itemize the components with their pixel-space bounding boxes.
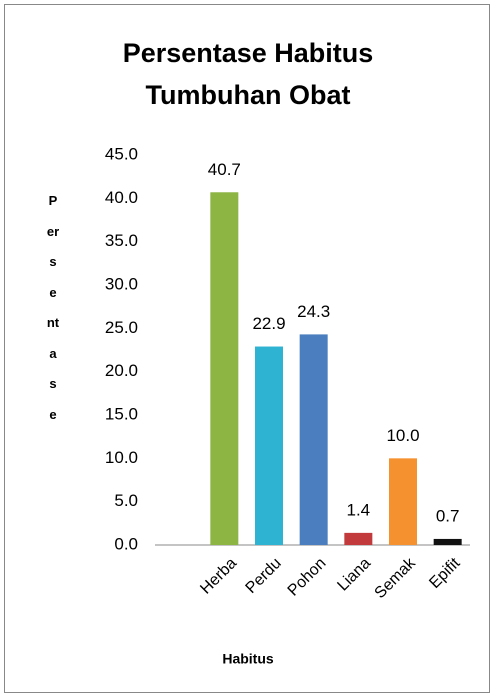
y-tick-label: 30.0 <box>105 274 138 293</box>
bar <box>389 458 417 545</box>
y-tick-label: 35.0 <box>105 231 138 250</box>
bar <box>299 334 328 545</box>
bar <box>344 532 373 545</box>
bar <box>255 346 283 545</box>
y-tick-label: 5.0 <box>114 491 138 510</box>
chart-title: Persentase Habitus Tumbuhan Obat <box>122 38 374 110</box>
value-label: 22.9 <box>252 314 285 333</box>
y-axis-label: Persentase <box>46 193 60 422</box>
value-label: 1.4 <box>347 500 371 519</box>
y-tick-label: 10.0 <box>105 448 138 467</box>
y-tick-label: 20.0 <box>105 361 138 380</box>
y-tick-label: 40.0 <box>105 188 138 207</box>
bar <box>433 538 462 545</box>
chart-border <box>4 4 490 693</box>
y-tick-label: 0.0 <box>114 534 138 553</box>
x-axis-label: Habitus <box>222 651 274 667</box>
y-tick-label: 15.0 <box>105 404 138 423</box>
y-tick-label: 25.0 <box>105 318 138 337</box>
bar <box>210 192 239 545</box>
value-label: 10.0 <box>386 426 419 445</box>
value-label: 0.7 <box>436 506 460 525</box>
value-label: 24.3 <box>297 302 330 321</box>
y-tick-label: 45.0 <box>105 144 138 163</box>
value-label: 40.7 <box>208 160 241 179</box>
